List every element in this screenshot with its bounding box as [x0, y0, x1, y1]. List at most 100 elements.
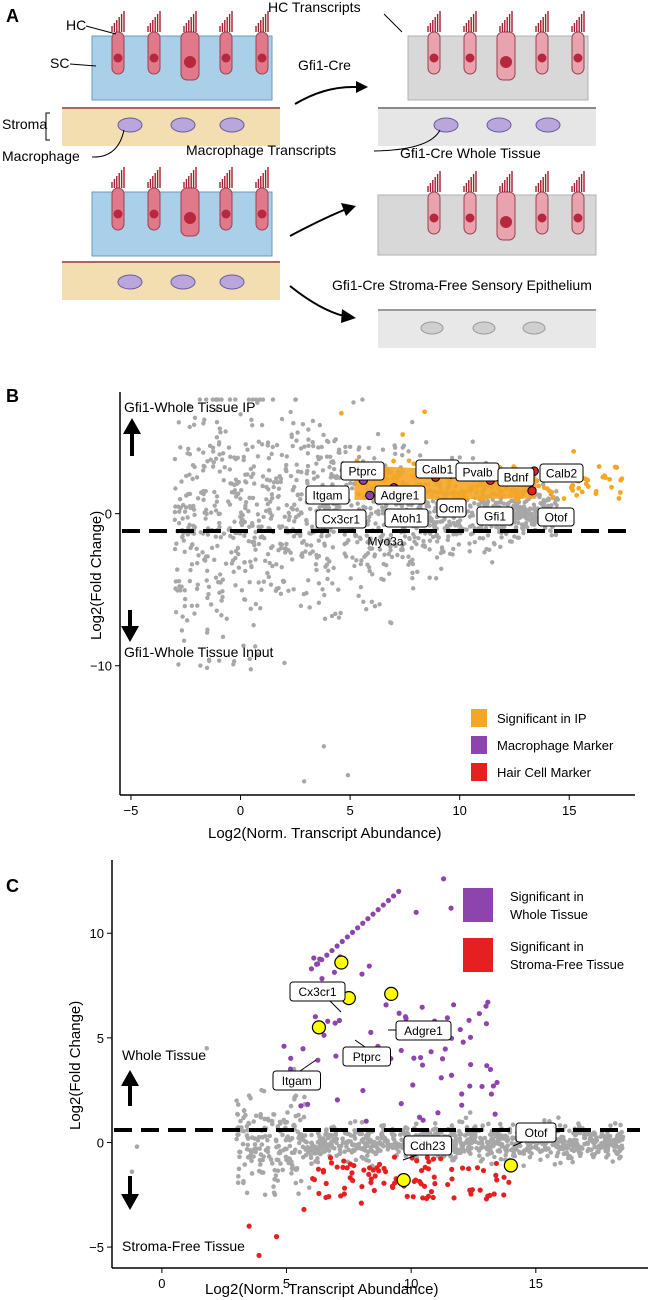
stroma-free-point	[315, 1166, 322, 1172]
y-tick-label: 0	[97, 1135, 104, 1150]
scatter-point	[253, 1113, 259, 1119]
tissue-epithelium-gray	[377, 171, 597, 256]
scatter-point	[481, 499, 486, 505]
scatter-point	[325, 1144, 331, 1149]
scatter-point	[292, 502, 297, 507]
chart-c-legend: Significant in Whole Tissue Significant in…	[463, 888, 624, 972]
whole-tissue-point	[494, 1079, 500, 1086]
whole-tissue-point	[329, 947, 335, 954]
stroma-free-point	[341, 1185, 348, 1191]
scatter-point	[535, 1146, 541, 1152]
scatter-point	[253, 601, 259, 607]
scatter-point	[378, 534, 383, 540]
scatter-point	[294, 477, 299, 483]
scatter-point	[317, 505, 322, 510]
macrophage-cell	[486, 117, 512, 133]
significant-point	[574, 492, 580, 498]
scatter-point	[309, 1132, 314, 1138]
gene-label: Itgam	[312, 489, 342, 503]
scatter-point	[218, 430, 223, 435]
scatter-point	[214, 494, 220, 499]
scatter-point	[413, 1121, 419, 1127]
whole-tissue-point	[331, 969, 338, 975]
whole-tissue-point	[355, 925, 361, 931]
scatter-point	[278, 1161, 283, 1166]
scatter-point	[316, 456, 321, 462]
x-tick-label: 10	[452, 803, 466, 818]
scatter-point	[388, 548, 393, 553]
scatter-point	[373, 1151, 379, 1157]
scatter-point	[332, 1138, 338, 1144]
scatter-point	[298, 533, 303, 539]
scatter-point	[208, 510, 214, 515]
scatter-point	[245, 447, 250, 452]
legend-swatch	[471, 736, 487, 754]
scatter-point	[337, 1147, 343, 1152]
scatter-point	[288, 473, 294, 479]
scatter-point	[187, 452, 193, 457]
scatter-point	[554, 1153, 560, 1159]
hair-cell-row	[427, 11, 585, 81]
scatter-point	[172, 509, 178, 515]
scatter-point	[555, 497, 561, 502]
whole-tissue-point	[413, 909, 419, 915]
scatter-point	[269, 495, 275, 501]
scatter-point	[308, 1153, 314, 1158]
stroma-free-point	[483, 1196, 490, 1202]
whole-tissue-point	[466, 1017, 472, 1023]
scatter-point	[185, 515, 190, 520]
hair-cell-row	[111, 11, 269, 81]
hair-cell-body	[427, 31, 441, 75]
scatter-point	[406, 554, 411, 559]
whole-tissue-point	[485, 999, 491, 1005]
scatter-point	[352, 1130, 358, 1135]
scatter-point	[527, 1154, 533, 1160]
scatter-point	[416, 535, 421, 541]
scatter-point	[173, 486, 178, 491]
gene-label: Pvalb	[462, 466, 492, 480]
scatter-point	[270, 397, 276, 402]
scatter-point	[253, 529, 258, 535]
scatter-point	[311, 470, 316, 475]
scatter-point	[389, 554, 395, 560]
scatter-point	[557, 1123, 563, 1128]
scatter-point	[469, 510, 475, 516]
scatter-point	[235, 1180, 241, 1186]
whole-tissue-point	[435, 1110, 441, 1116]
scatter-point	[297, 1117, 303, 1123]
scatter-point	[203, 397, 209, 402]
scatter-point	[259, 1142, 265, 1147]
scatter-point	[302, 444, 307, 449]
scatter-point	[291, 420, 296, 426]
hair-cell-body	[219, 31, 233, 75]
scatter-point	[361, 504, 366, 509]
scatter-point	[274, 586, 279, 592]
scatter-point	[251, 471, 256, 476]
scatter-point	[260, 483, 265, 489]
x-tick-label: 10	[404, 1276, 418, 1291]
scatter-point	[187, 578, 193, 584]
scatter-point	[368, 1138, 374, 1144]
scatter-point	[269, 1121, 275, 1127]
scatter-point	[458, 1150, 463, 1156]
scatter-point	[558, 1160, 563, 1166]
scatter-point	[566, 1139, 572, 1145]
scatter-point	[560, 1134, 566, 1140]
scatter-point	[392, 542, 398, 547]
hair-cell-nucleus	[149, 209, 159, 219]
scatter-point	[238, 1118, 243, 1124]
scatter-point	[221, 531, 227, 536]
scatter-point	[337, 450, 342, 456]
scatter-point	[305, 463, 311, 469]
scatter-point	[265, 443, 270, 448]
scatter-point	[287, 514, 292, 519]
scatter-point	[207, 443, 213, 449]
scatter-point	[227, 397, 233, 402]
scatter-point	[260, 397, 266, 402]
whole-tissue-point	[305, 1101, 311, 1107]
scatter-point	[221, 478, 226, 483]
scatter-point	[506, 500, 512, 506]
scatter-point	[381, 1122, 387, 1128]
stroma-free-point	[341, 1191, 347, 1197]
scatter-point	[356, 447, 361, 452]
